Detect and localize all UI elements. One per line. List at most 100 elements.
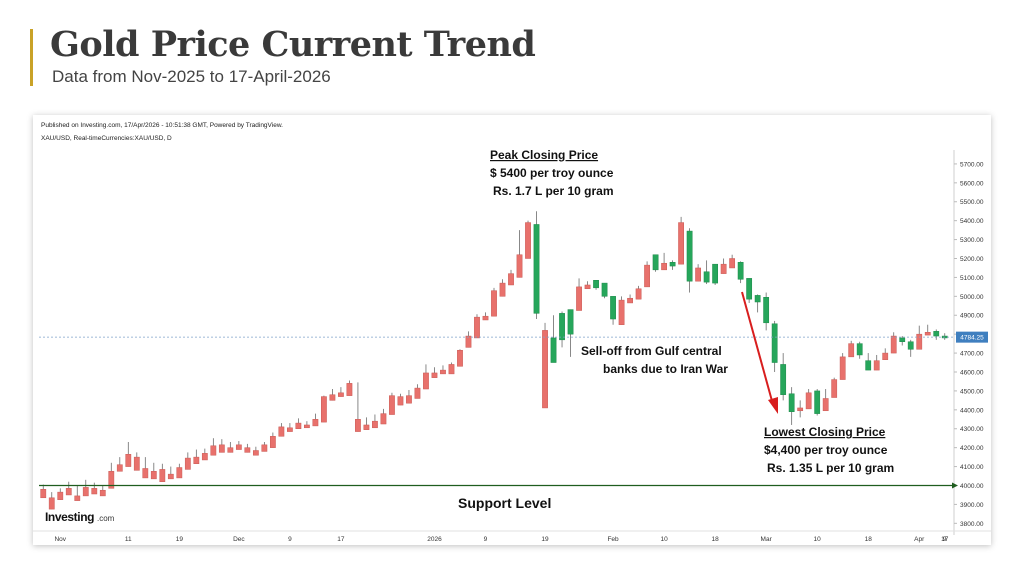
candle-body-down: [576, 286, 582, 311]
candle-body-down: [380, 413, 387, 425]
candle: [406, 389, 412, 404]
candle-body-down: [584, 284, 591, 290]
candle-body-down: [65, 488, 72, 496]
candle: [440, 365, 446, 375]
candle-body-up: [593, 280, 599, 289]
candle-body-down: [116, 464, 123, 472]
y-tick-label: 5100.00: [960, 275, 984, 282]
candle: [703, 260, 710, 285]
candle-body-up: [771, 323, 778, 363]
candle-body-down: [805, 392, 812, 410]
candle-body-up: [754, 295, 761, 303]
candle: [559, 311, 565, 348]
y-tick-label: 5700.00: [960, 161, 984, 168]
candle-body-up: [856, 343, 863, 356]
investing-logo: Investing .com: [45, 510, 115, 524]
x-tick-label: 18: [865, 536, 873, 543]
candle: [414, 384, 421, 399]
candle: [780, 353, 787, 401]
y-tick-label: 5000.00: [960, 294, 984, 301]
candle: [91, 482, 98, 495]
candle-body-up: [712, 263, 719, 284]
candle-body-up: [737, 262, 744, 280]
candle: [423, 364, 429, 390]
candle-body-up: [533, 224, 540, 314]
candle: [882, 348, 889, 360]
x-tick-label: 19: [541, 536, 549, 543]
candle: [678, 216, 684, 265]
candle-body-up: [746, 278, 753, 300]
candle: [82, 479, 89, 497]
candle: [584, 281, 591, 290]
candle: [542, 322, 548, 409]
candle: [193, 449, 200, 464]
candle: [771, 320, 778, 372]
candle-body-down: [269, 436, 276, 448]
candle: [899, 336, 906, 346]
levels-group: 4784.25: [39, 331, 988, 489]
candle-body-down: [176, 467, 183, 479]
candle-body-up: [814, 390, 821, 414]
candle: [125, 441, 132, 467]
candle: [831, 377, 838, 398]
candle-body-down: [57, 491, 64, 500]
candle-body-down: [201, 453, 208, 461]
candle: [890, 332, 897, 354]
candle: [737, 261, 744, 284]
candle: [465, 331, 472, 348]
x-tick-label: 18: [712, 536, 720, 543]
candle-body-down: [882, 352, 889, 360]
candle: [235, 441, 242, 450]
candle: [516, 230, 523, 278]
candle-body-down: [635, 288, 642, 300]
candle: [321, 395, 327, 423]
y-tick-label: 4100.00: [960, 464, 984, 471]
x-tick-label: 19: [176, 536, 184, 543]
candle: [482, 312, 489, 321]
candlestick-chart: Published on Investing.com, 17/Apr/2026 …: [33, 115, 991, 545]
candle: [788, 387, 795, 425]
candle-body-down: [661, 262, 667, 271]
selloff-arrowhead: [768, 397, 778, 414]
candle-body-down: [440, 369, 446, 375]
candle: [805, 389, 812, 410]
x-tick-label: Apr: [914, 536, 925, 543]
peak-annotation-title: Peak Closing Price: [490, 148, 598, 162]
candle: [525, 220, 531, 259]
candle: [933, 329, 940, 340]
candle-body-down: [720, 263, 727, 274]
peak-annotation-line2: Rs. 1.7 L per 10 gram: [493, 184, 614, 198]
candle: [142, 457, 149, 479]
candle: [873, 354, 880, 371]
support-arrowhead: [952, 482, 958, 489]
candle: [312, 413, 319, 427]
candle: [729, 254, 736, 269]
candle: [865, 353, 872, 371]
candle-body-down: [355, 419, 361, 432]
candle-body-down: [40, 489, 47, 499]
candle-body-down: [448, 364, 455, 375]
candle-body-down: [218, 444, 225, 453]
y-tick-label: 5600.00: [960, 180, 984, 187]
candle-body-up: [763, 297, 770, 324]
candle: [627, 294, 633, 304]
candle: [907, 339, 914, 357]
candle: [108, 462, 115, 489]
candle-body-down: [227, 447, 234, 453]
candle-body-down: [338, 392, 344, 397]
candle: [389, 392, 395, 415]
y-tick-label: 5400.00: [960, 218, 984, 225]
candle-body-down: [924, 332, 931, 336]
page-subtitle: Data from Nov-2025 to 17-April-2026: [52, 67, 331, 86]
candle-body-down: [508, 273, 514, 286]
candle: [695, 264, 701, 282]
candle-body-up: [899, 337, 906, 342]
x-axis-ticks: Nov 11 19 Dec 9 17 2026 9 19 Feb 10 18 Mar 10 18 Apr 917: [54, 536, 948, 543]
candle: [814, 389, 821, 416]
y-tick-label: 5200.00: [960, 256, 984, 263]
candle: [567, 309, 574, 357]
candle: [712, 263, 719, 285]
candle-body-up: [686, 230, 693, 282]
candle: [533, 211, 540, 320]
candle: [380, 408, 387, 425]
